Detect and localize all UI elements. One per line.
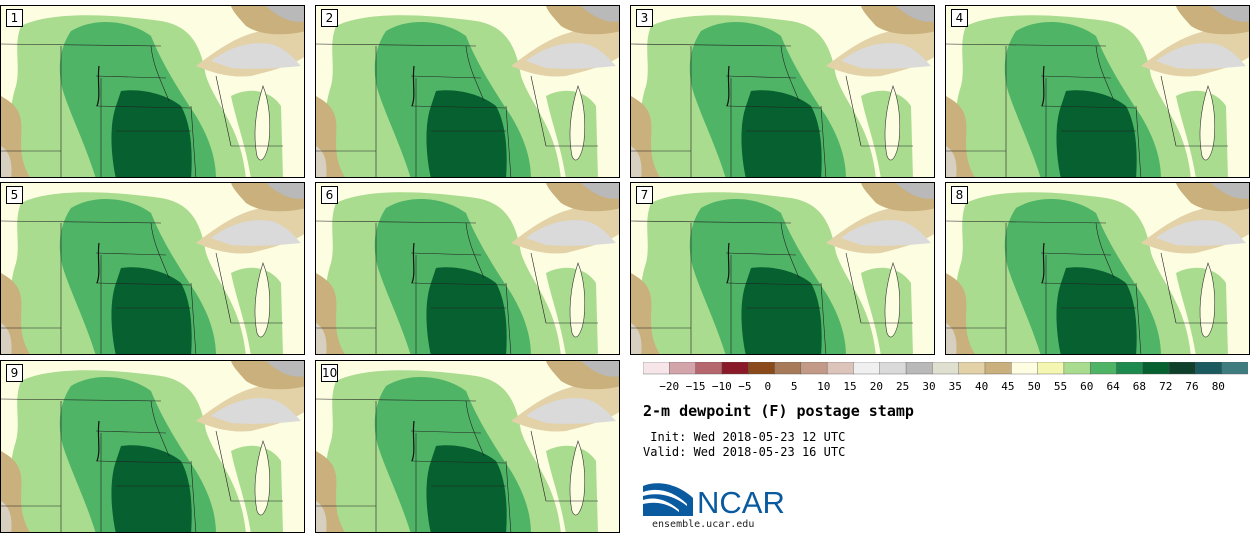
product-title: 2-m dewpoint (F) postage stamp [643,402,914,420]
dewpoint-map [316,183,620,355]
dewpoint-map [631,183,935,355]
dewpoint-map [1,6,305,178]
legend-swatch [905,362,934,375]
legend-tick-label: 68 [1132,380,1147,393]
legend-tick-label: 35 [948,380,962,393]
ensemble-member-panel: 3 [630,5,935,178]
legend-swatch [1221,362,1248,375]
legend-tick-label: 25 [896,380,910,393]
legend-tick-label: 15 [843,380,857,393]
legend-swatch [774,362,802,375]
legend-swatch [1142,362,1170,375]
legend-tick-label: 40 [974,380,989,393]
ensemble-member-panel: 6 [315,182,620,355]
legend-swatch [669,362,697,375]
ensemble-member-panel: 10 [315,360,620,533]
legend-swatch [643,362,670,375]
legend-swatch [1089,362,1118,375]
legend-tick-label: 80 [1211,380,1225,393]
legend-swatch [721,362,749,375]
ensemble-member-panel: 7 [630,182,935,355]
ensemble-member-panel: 9 [0,360,305,533]
panel-number: 10 [321,364,338,382]
panel-number: 6 [321,186,338,204]
init-time: Init: Wed 2018-05-23 12 UTC [643,430,846,444]
ensemble-member-panel: 8 [945,182,1250,355]
legend-swatch [984,362,1012,375]
legend-swatch [1011,362,1039,375]
legend-tick-label: 50 [1027,380,1041,393]
legend-tick-label: 30 [922,380,936,393]
legend-swatch [826,362,855,375]
legend-swatch [1168,362,1197,375]
legend-tick-label: 45 [1001,380,1015,393]
site-url: ensemble.ucar.edu [652,519,755,530]
legend-tick-label: 72 [1159,380,1173,393]
ensemble-member-panel: 4 [945,5,1250,178]
logo-text: NCAR [697,485,785,520]
legend-tick-label: 55 [1053,380,1068,393]
dewpoint-map [631,6,935,178]
legend-tick-label: −5 [738,380,752,393]
ensemble-member-panel: 5 [0,182,305,355]
valid-time: Valid: Wed 2018-05-23 16 UTC [643,445,846,459]
panel-number: 2 [321,9,338,27]
legend-tick-label: 20 [869,380,883,393]
panel-number: 8 [951,186,968,204]
dewpoint-map [946,6,1250,178]
ensemble-member-panel: 2 [315,5,620,178]
legend-tick-label: 10 [817,380,831,393]
legend-swatch [853,362,881,375]
panel-number: 1 [6,9,23,27]
legend-tick-label: −15 [685,380,706,393]
legend-labels: −20 −15 −10 −5 0 5 10 15 20 25 30 35 40 45 50 55 60 64 68 7… [630,380,1250,394]
panel-number: 5 [6,186,23,204]
dewpoint-map [1,361,305,533]
dewpoint-map [316,6,620,178]
color-legend [643,362,1248,375]
dewpoint-map [946,183,1250,355]
legend-swatch [1037,362,1065,375]
panel-number: 4 [951,9,968,27]
legend-swatch [748,362,776,375]
legend-swatch [1195,362,1223,375]
ncar-logo-icon [643,483,693,516]
dewpoint-map [316,361,620,533]
legend-swatch [958,362,986,375]
legend-tick-label: 0 [764,380,772,393]
legend-tick-label: 64 [1106,380,1120,393]
legend-tick-label: 60 [1080,380,1094,393]
legend-swatch [932,362,960,375]
legend-swatch [1063,362,1091,375]
dewpoint-map [1,183,305,355]
panel-number: 7 [636,186,653,204]
ensemble-member-panel: 1 [0,5,305,178]
legend-swatch [800,362,828,375]
legend-tick-label: 5 [790,380,798,393]
panel-number: 3 [636,9,653,27]
legend-swatch [1116,362,1144,375]
legend-tick-label: −10 [711,380,732,393]
legend-tick-label: −20 [659,380,680,393]
panel-number: 9 [6,364,23,382]
legend-swatch [879,362,907,375]
legend-swatch [695,362,723,375]
legend-tick-label: 76 [1185,380,1199,393]
